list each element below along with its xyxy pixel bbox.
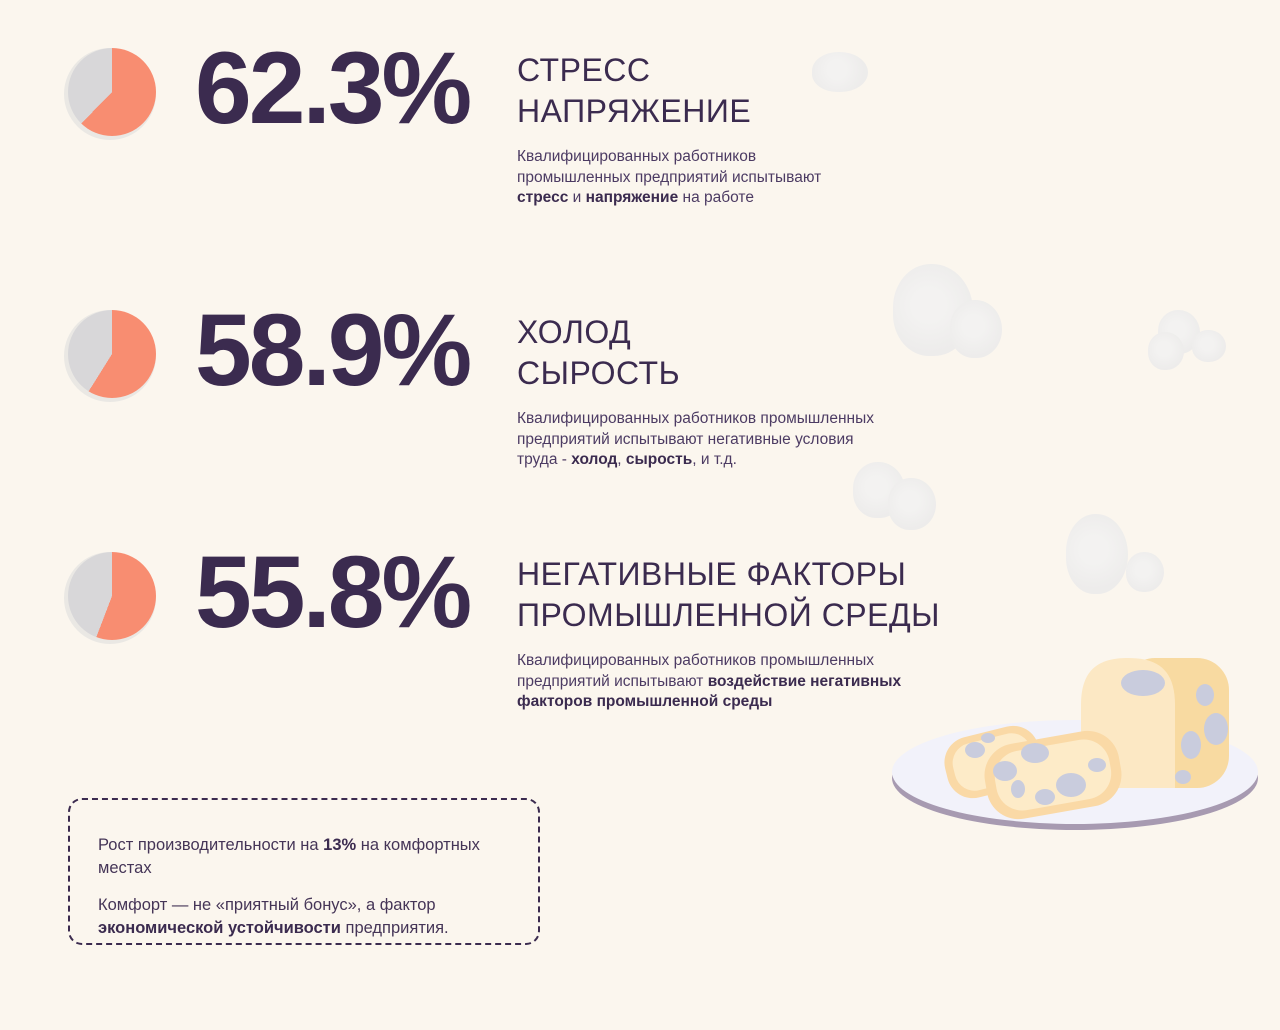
steam-cloud bbox=[1192, 330, 1226, 362]
stat-description: Квалифицированных работников промышленны… bbox=[517, 410, 874, 468]
steam-cloud bbox=[1148, 332, 1184, 370]
stat-value: 55.8% bbox=[195, 535, 472, 649]
mold-spot bbox=[1121, 670, 1165, 696]
mold-spot bbox=[1196, 684, 1214, 706]
steam-cloud bbox=[950, 300, 1002, 358]
note-line-comfort: Комфорт — не «приятный бонус», а фактор … bbox=[98, 896, 449, 937]
pie-chart-stress bbox=[64, 48, 156, 140]
pie-chart-fill bbox=[68, 310, 156, 398]
mold-spot bbox=[1021, 743, 1049, 763]
note-line-productivity: Рост производительности на 13% на комфор… bbox=[98, 836, 480, 877]
mold-spot bbox=[1181, 731, 1201, 759]
steam-cloud bbox=[1126, 552, 1164, 592]
stat-description: Квалифицированных работников промышленны… bbox=[517, 148, 822, 206]
mold-spot bbox=[981, 733, 995, 743]
pie-chart-fill bbox=[68, 552, 156, 640]
mold-spot bbox=[1204, 713, 1228, 745]
stat-value: 58.9% bbox=[195, 293, 472, 407]
mold-spot bbox=[1035, 789, 1055, 805]
pie-chart-fill bbox=[68, 48, 156, 136]
stat-title: СТРЕСС НАПРЯЖЕНИЕ bbox=[517, 52, 752, 129]
steam-cloud bbox=[812, 52, 868, 92]
mold-spot bbox=[1088, 758, 1106, 772]
stat-title: ХОЛОД СЫРОСТЬ bbox=[517, 314, 681, 391]
mold-spot bbox=[1056, 773, 1086, 797]
steam-cloud bbox=[1066, 514, 1128, 594]
pie-chart-cold-damp bbox=[64, 310, 156, 402]
note-box: Рост производительности на 13% на комфор… bbox=[68, 798, 540, 945]
mold-spot bbox=[993, 761, 1017, 781]
stat-title: НЕГАТИВНЫЕ ФАКТОРЫ ПРОМЫШЛЕННОЙ СРЕДЫ bbox=[517, 556, 940, 633]
pie-chart-negative-factors bbox=[64, 552, 156, 644]
mold-spot bbox=[1175, 770, 1191, 784]
stat-value: 62.3% bbox=[195, 31, 472, 145]
stat-description: Квалифицированных работников промышленны… bbox=[517, 652, 902, 710]
mold-spot bbox=[1011, 780, 1025, 798]
mold-spot bbox=[965, 742, 985, 758]
steam-cloud bbox=[888, 478, 936, 530]
moldy-bread-on-plate-illustration bbox=[892, 658, 1258, 830]
